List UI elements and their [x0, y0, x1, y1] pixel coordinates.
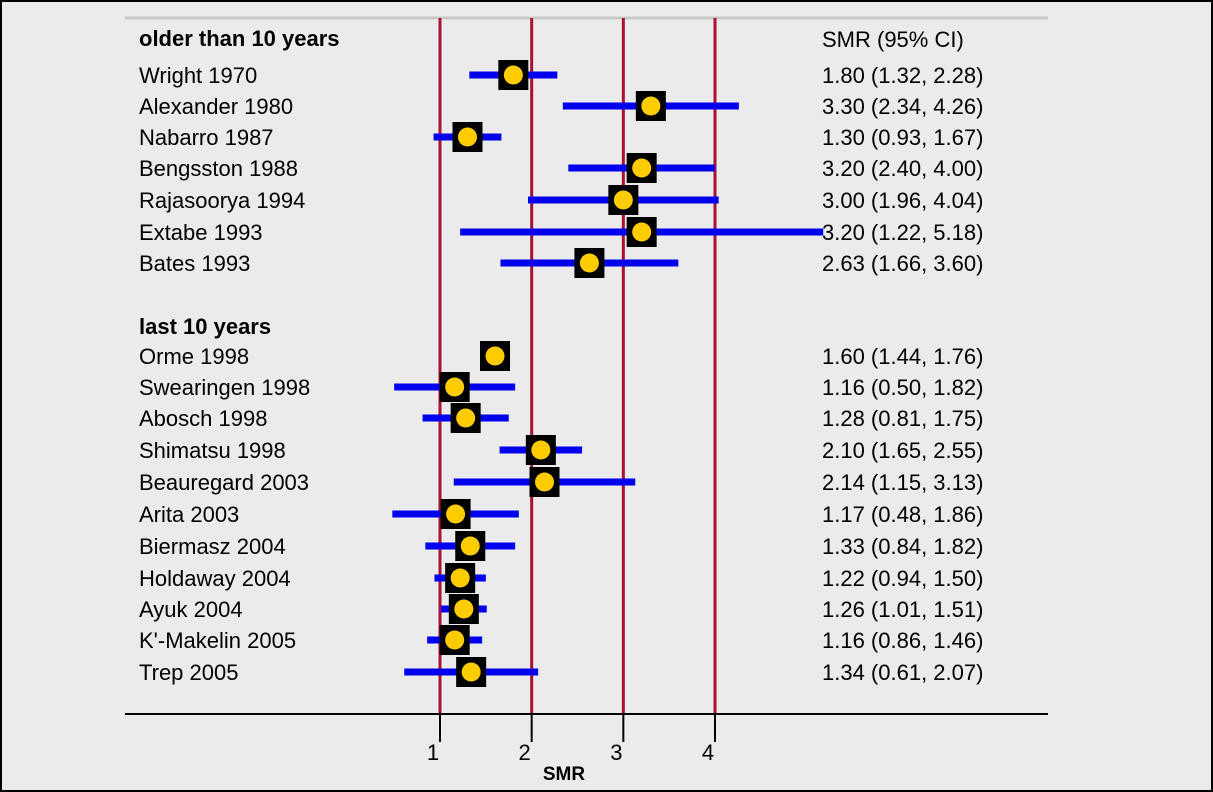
- study-label: Alexander 1980: [139, 94, 293, 119]
- study-label: Nabarro 1987: [139, 125, 274, 150]
- estimate-text: 2.10 (1.65, 2.55): [822, 438, 983, 463]
- estimate-text: 3.20 (2.40, 4.00): [822, 156, 983, 181]
- study-row: Biermasz 2004 1.33 (0.84, 1.82): [139, 531, 983, 561]
- point-estimate: [454, 599, 474, 619]
- point-estimate: [456, 408, 476, 428]
- study-label: Biermasz 2004: [139, 534, 286, 559]
- estimate-text: 1.16 (0.86, 1.46): [822, 628, 983, 653]
- study-rows: older than 10 years Wright 1970 1.80 (1.32…: [139, 26, 983, 687]
- point-estimate: [460, 536, 480, 556]
- study-row: Wright 1970 1.80 (1.32, 2.28): [139, 60, 983, 90]
- point-estimate: [485, 346, 505, 366]
- estimate-text: 2.14 (1.15, 3.13): [822, 470, 983, 495]
- estimate-text: 1.22 (0.94, 1.50): [822, 566, 983, 591]
- study-row: Rajasoorya 1994 3.00 (1.96, 4.04): [139, 185, 983, 215]
- study-row: Ayuk 2004 1.26 (1.01, 1.51): [139, 594, 983, 624]
- estimate-text: 1.30 (0.93, 1.67): [822, 125, 983, 150]
- point-estimate: [613, 190, 633, 210]
- study-row: Nabarro 1987 1.30 (0.93, 1.67): [139, 122, 983, 152]
- study-row: Orme 1998 1.60 (1.44, 1.76): [139, 341, 983, 371]
- point-estimate: [632, 158, 652, 178]
- study-row: Alexander 1980 3.30 (2.34, 4.26): [139, 91, 983, 121]
- x-tick-label-1: 1: [427, 740, 439, 765]
- estimate-text: 1.80 (1.32, 2.28): [822, 63, 983, 88]
- estimate-header: SMR (95% CI): [822, 27, 964, 52]
- study-row: Shimatsu 1998 2.10 (1.65, 2.55): [139, 435, 983, 465]
- point-estimate: [632, 222, 652, 242]
- group-header: older than 10 years: [139, 26, 340, 51]
- estimate-text: 3.00 (1.96, 4.04): [822, 188, 983, 213]
- x-axis-ticks: 1 2 3 4: [427, 714, 717, 765]
- study-label: Bates 1993: [139, 251, 250, 276]
- point-estimate: [450, 568, 470, 588]
- study-row: Beauregard 2003 2.14 (1.15, 3.13): [139, 467, 983, 497]
- study-row: Extabe 1993 3.20 (1.22, 5.18): [139, 217, 983, 247]
- point-estimate: [531, 440, 551, 460]
- study-row: K'-Makelin 2005 1.16 (0.86, 1.46): [139, 625, 983, 655]
- point-estimate: [446, 504, 466, 524]
- estimate-text: 3.30 (2.34, 4.26): [822, 94, 983, 119]
- study-row: Bates 1993 2.63 (1.66, 3.60): [139, 248, 983, 278]
- study-label: Swearingen 1998: [139, 375, 310, 400]
- point-estimate: [579, 253, 599, 273]
- study-label: K'-Makelin 2005: [139, 628, 296, 653]
- estimate-text: 2.63 (1.66, 3.60): [822, 251, 983, 276]
- study-label: Rajasoorya 1994: [139, 188, 305, 213]
- study-label: Extabe 1993: [139, 220, 263, 245]
- point-estimate: [461, 662, 481, 682]
- point-estimate: [445, 630, 465, 650]
- study-label: Holdaway 2004: [139, 566, 291, 591]
- estimate-text: 1.34 (0.61, 2.07): [822, 660, 983, 685]
- point-estimate: [445, 377, 465, 397]
- estimate-text: 1.33 (0.84, 1.82): [822, 534, 983, 559]
- point-estimate: [503, 65, 523, 85]
- study-row: Holdaway 2004 1.22 (0.94, 1.50): [139, 563, 983, 593]
- study-label: Beauregard 2003: [139, 470, 309, 495]
- study-row: Arita 2003 1.17 (0.48, 1.86): [139, 499, 983, 529]
- estimate-text: 1.17 (0.48, 1.86): [822, 502, 983, 527]
- x-tick-label-3: 3: [610, 740, 622, 765]
- x-tick-label-2: 2: [519, 740, 531, 765]
- study-label: Ayuk 2004: [139, 597, 243, 622]
- study-row: Trep 2005 1.34 (0.61, 2.07): [139, 657, 983, 687]
- estimate-text: 1.26 (1.01, 1.51): [822, 597, 983, 622]
- estimate-text: 3.20 (1.22, 5.18): [822, 220, 983, 245]
- study-label: Shimatsu 1998: [139, 438, 286, 463]
- study-row: Swearingen 1998 1.16 (0.50, 1.82): [139, 372, 983, 402]
- study-label: Wright 1970: [139, 63, 257, 88]
- point-estimate: [458, 127, 478, 147]
- group-header: last 10 years: [139, 314, 271, 339]
- estimate-text: 1.60 (1.44, 1.76): [822, 344, 983, 369]
- study-label: Trep 2005: [139, 660, 238, 685]
- estimate-text: 1.28 (0.81, 1.75): [822, 406, 983, 431]
- study-label: Orme 1998: [139, 344, 249, 369]
- x-tick-label-4: 4: [702, 740, 714, 765]
- study-label: Abosch 1998: [139, 406, 267, 431]
- x-axis-title: SMR: [543, 764, 586, 785]
- study-label: Bengsston 1988: [139, 156, 298, 181]
- study-row: Bengsston 1988 3.20 (2.40, 4.00): [139, 153, 983, 183]
- point-estimate: [535, 472, 555, 492]
- point-estimate: [641, 96, 661, 116]
- study-row: Abosch 1998 1.28 (0.81, 1.75): [139, 403, 983, 433]
- study-label: Arita 2003: [139, 502, 239, 527]
- estimate-text: 1.16 (0.50, 1.82): [822, 375, 983, 400]
